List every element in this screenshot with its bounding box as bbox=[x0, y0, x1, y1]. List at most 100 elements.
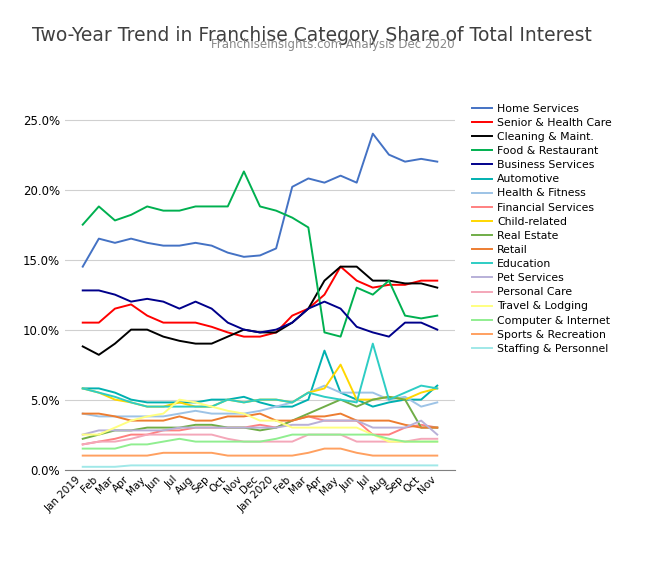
Education bbox=[320, 393, 328, 400]
Line: Child-related: Child-related bbox=[83, 365, 437, 407]
Travel & Lodging bbox=[159, 410, 167, 417]
Travel & Lodging bbox=[320, 424, 328, 431]
Line: Pet Services: Pet Services bbox=[83, 421, 437, 434]
Child-related bbox=[385, 393, 393, 400]
Automotive bbox=[192, 399, 200, 406]
Staffing & Personnel bbox=[434, 462, 441, 469]
Pet Services bbox=[289, 421, 296, 429]
Pet Services bbox=[79, 431, 86, 438]
Home Services bbox=[304, 175, 312, 182]
Child-related bbox=[95, 389, 103, 396]
Retail bbox=[304, 413, 312, 420]
Retail bbox=[353, 417, 361, 424]
Sports & Recreation bbox=[434, 452, 441, 459]
Pet Services bbox=[111, 427, 119, 434]
Travel & Lodging bbox=[95, 431, 103, 438]
Food & Restaurant bbox=[417, 315, 425, 322]
Computer & Internet bbox=[272, 436, 280, 443]
Personal Care bbox=[401, 438, 409, 445]
Food & Restaurant bbox=[434, 312, 441, 319]
Line: Computer & Internet: Computer & Internet bbox=[83, 434, 437, 448]
Real Estate bbox=[434, 424, 441, 431]
Education bbox=[240, 399, 248, 406]
Personal Care bbox=[127, 436, 135, 443]
Sports & Recreation bbox=[401, 452, 409, 459]
Travel & Lodging bbox=[353, 424, 361, 431]
Real Estate bbox=[289, 417, 296, 424]
Business Services bbox=[95, 287, 103, 294]
Home Services bbox=[111, 239, 119, 247]
Education bbox=[208, 403, 216, 410]
Automotive bbox=[208, 396, 216, 403]
Financial Services bbox=[385, 431, 393, 438]
Computer & Internet bbox=[240, 438, 248, 445]
Personal Care bbox=[417, 436, 425, 443]
Staffing & Personnel bbox=[385, 462, 393, 469]
Real Estate bbox=[143, 424, 151, 431]
Sports & Recreation bbox=[127, 452, 135, 459]
Travel & Lodging bbox=[385, 438, 393, 445]
Travel & Lodging bbox=[337, 424, 344, 431]
Business Services bbox=[208, 305, 216, 312]
Business Services bbox=[127, 298, 135, 305]
Education bbox=[417, 382, 425, 389]
Computer & Internet bbox=[192, 438, 200, 445]
Home Services bbox=[176, 242, 183, 249]
Computer & Internet bbox=[304, 431, 312, 438]
Senior & Health Care bbox=[417, 277, 425, 284]
Education bbox=[304, 389, 312, 396]
Retail bbox=[176, 413, 183, 420]
Senior & Health Care bbox=[127, 301, 135, 308]
Real Estate bbox=[353, 403, 361, 410]
Sports & Recreation bbox=[304, 449, 312, 456]
Food & Restaurant bbox=[289, 214, 296, 221]
Home Services bbox=[320, 179, 328, 186]
Automotive bbox=[272, 403, 280, 410]
Senior & Health Care bbox=[272, 329, 280, 336]
Travel & Lodging bbox=[111, 424, 119, 431]
Automotive bbox=[353, 396, 361, 403]
Automotive bbox=[79, 385, 86, 392]
Sports & Recreation bbox=[320, 445, 328, 452]
Child-related bbox=[289, 399, 296, 406]
Cleaning & Maint. bbox=[353, 263, 361, 270]
Staffing & Personnel bbox=[111, 463, 119, 470]
Home Services bbox=[256, 252, 264, 259]
Sports & Recreation bbox=[95, 452, 103, 459]
Staffing & Personnel bbox=[224, 462, 231, 469]
Financial Services bbox=[192, 424, 200, 431]
Pet Services bbox=[208, 424, 216, 431]
Staffing & Personnel bbox=[79, 463, 86, 470]
Sports & Recreation bbox=[385, 452, 393, 459]
Travel & Lodging bbox=[256, 417, 264, 424]
Personal Care bbox=[369, 438, 377, 445]
Staffing & Personnel bbox=[401, 462, 409, 469]
Retail bbox=[369, 417, 377, 424]
Pet Services bbox=[434, 431, 441, 438]
Home Services bbox=[369, 130, 377, 137]
Health & Fitness bbox=[159, 413, 167, 420]
Health & Fitness bbox=[369, 389, 377, 396]
Education bbox=[95, 389, 103, 396]
Business Services bbox=[256, 329, 264, 336]
Food & Restaurant bbox=[79, 221, 86, 228]
Health & Fitness bbox=[401, 393, 409, 400]
Financial Services bbox=[256, 421, 264, 429]
Sports & Recreation bbox=[111, 452, 119, 459]
Senior & Health Care bbox=[159, 319, 167, 326]
Financial Services bbox=[401, 424, 409, 431]
Senior & Health Care bbox=[369, 284, 377, 291]
Computer & Internet bbox=[369, 431, 377, 438]
Personal Care bbox=[320, 431, 328, 438]
Senior & Health Care bbox=[320, 291, 328, 298]
Automotive bbox=[224, 396, 231, 403]
Line: Financial Services: Financial Services bbox=[83, 416, 437, 444]
Cleaning & Maint. bbox=[192, 340, 200, 347]
Computer & Internet bbox=[95, 445, 103, 452]
Travel & Lodging bbox=[192, 399, 200, 406]
Senior & Health Care bbox=[176, 319, 183, 326]
Health & Fitness bbox=[176, 410, 183, 417]
Real Estate bbox=[320, 403, 328, 410]
Cleaning & Maint. bbox=[272, 329, 280, 336]
Automotive bbox=[95, 385, 103, 392]
